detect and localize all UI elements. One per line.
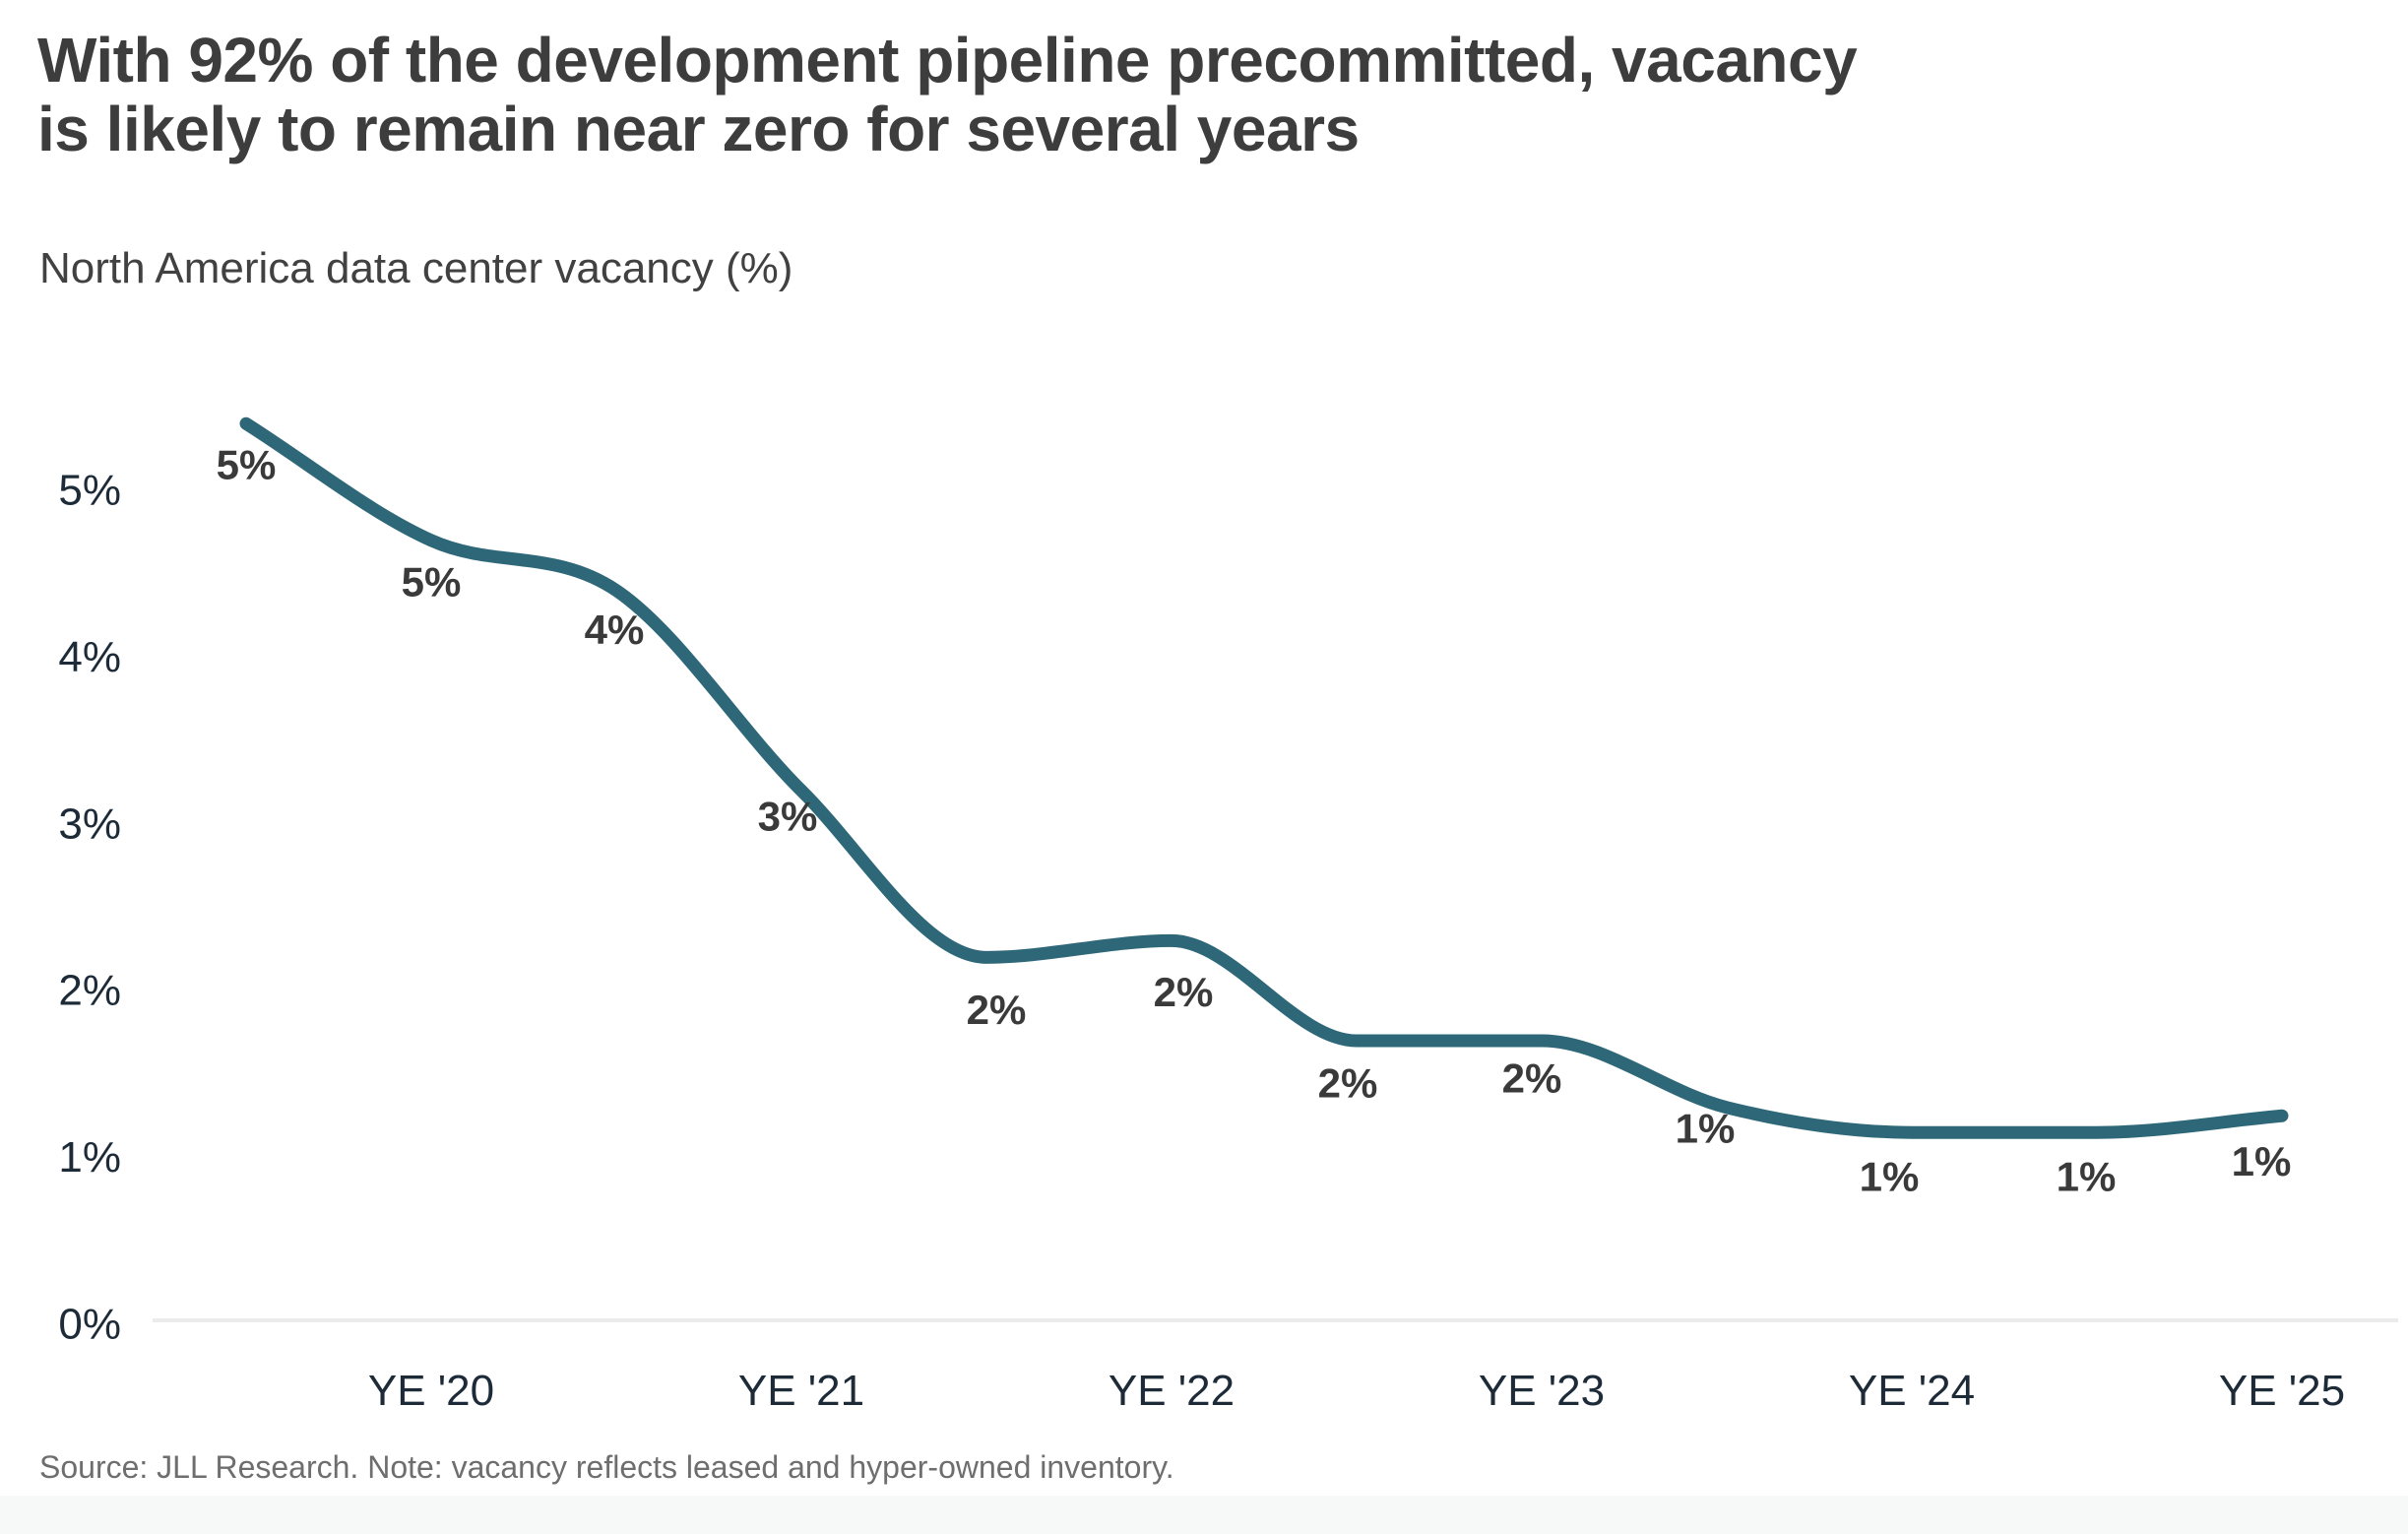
data-point-label: 1% <box>2057 1154 2117 1200</box>
y-axis-tick-label: 0% <box>58 1301 121 1349</box>
y-axis-tick-label: 4% <box>58 633 121 681</box>
chart-title-line-2: is likely to remain near zero for severa… <box>37 94 1360 164</box>
y-axis-tick-label: 2% <box>58 967 121 1015</box>
x-axis-tick-label: YE '25 <box>2219 1367 2345 1415</box>
data-point-label: 1% <box>1860 1154 1920 1200</box>
x-axis-tick-label: YE '22 <box>1109 1367 1235 1415</box>
data-point-label: 1% <box>2232 1138 2292 1184</box>
data-point-label: 5% <box>217 442 277 488</box>
data-point-label: 2% <box>1318 1060 1378 1107</box>
vacancy-line <box>239 416 2289 1139</box>
chart-subtitle: North America data center vacancy (%) <box>39 244 793 292</box>
x-axis-tick-label: YE '23 <box>1479 1367 1605 1415</box>
source-note: Source: JLL Research. Note: vacancy refl… <box>39 1449 1174 1485</box>
y-axis-tick-label: 1% <box>58 1133 121 1182</box>
chart-title: With 92% of the development pipeline pre… <box>37 25 1858 164</box>
x-axis-tick-label: YE '21 <box>738 1367 864 1415</box>
chart-title-line-1: With 92% of the development pipeline pre… <box>37 25 1858 96</box>
data-point-label: 2% <box>1502 1055 1562 1102</box>
data-point-label: 5% <box>402 558 462 605</box>
x-axis-tick-label: YE '20 <box>368 1367 494 1415</box>
data-point-label: 4% <box>585 607 645 653</box>
data-point-label: 2% <box>967 987 1027 1033</box>
y-axis-tick-label: 5% <box>58 467 121 515</box>
x-axis-tick-label: YE '24 <box>1849 1367 1975 1415</box>
page-edge-strip <box>0 1496 2408 1534</box>
data-point-label: 2% <box>1154 969 1214 1015</box>
y-axis-tick-label: 3% <box>58 799 121 848</box>
data-point-label: 1% <box>1676 1105 1736 1151</box>
data-point-label: 3% <box>758 793 818 839</box>
